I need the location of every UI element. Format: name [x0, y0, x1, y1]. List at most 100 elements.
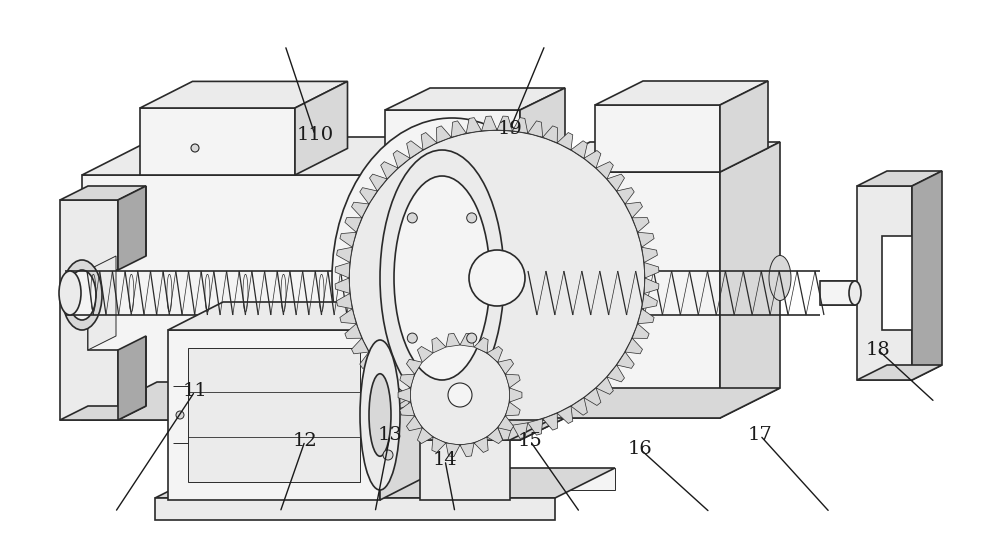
Polygon shape — [512, 117, 528, 133]
Polygon shape — [381, 161, 398, 179]
Text: 110: 110 — [296, 126, 334, 144]
Polygon shape — [140, 108, 295, 175]
Circle shape — [349, 130, 645, 426]
Ellipse shape — [849, 281, 861, 305]
Polygon shape — [420, 440, 510, 500]
Polygon shape — [446, 333, 460, 347]
Polygon shape — [420, 420, 550, 440]
Polygon shape — [417, 347, 433, 362]
Polygon shape — [460, 443, 474, 457]
Polygon shape — [421, 133, 437, 150]
Polygon shape — [345, 324, 362, 338]
Polygon shape — [509, 388, 522, 402]
Polygon shape — [557, 133, 573, 150]
Polygon shape — [82, 382, 455, 420]
Polygon shape — [857, 186, 912, 380]
Text: 12: 12 — [293, 432, 317, 450]
Polygon shape — [642, 294, 657, 309]
Polygon shape — [360, 352, 377, 369]
Polygon shape — [474, 338, 488, 353]
Polygon shape — [337, 247, 352, 262]
Ellipse shape — [380, 150, 504, 406]
Text: 11: 11 — [183, 382, 207, 400]
Polygon shape — [617, 352, 634, 369]
Polygon shape — [370, 174, 387, 191]
Polygon shape — [466, 117, 482, 133]
Polygon shape — [60, 406, 146, 420]
Polygon shape — [398, 388, 411, 402]
Polygon shape — [340, 309, 356, 324]
Polygon shape — [482, 425, 497, 440]
Ellipse shape — [394, 176, 490, 380]
Ellipse shape — [516, 267, 544, 319]
Ellipse shape — [59, 271, 81, 315]
Polygon shape — [295, 82, 348, 175]
Polygon shape — [720, 142, 780, 418]
Polygon shape — [155, 468, 615, 498]
Ellipse shape — [68, 270, 96, 320]
Polygon shape — [607, 174, 624, 191]
Polygon shape — [466, 423, 482, 439]
Polygon shape — [82, 137, 455, 175]
Polygon shape — [215, 468, 615, 490]
Polygon shape — [530, 172, 720, 418]
Polygon shape — [451, 419, 466, 435]
Polygon shape — [625, 338, 642, 354]
Polygon shape — [617, 188, 634, 204]
Polygon shape — [505, 402, 520, 416]
Polygon shape — [60, 186, 146, 200]
Polygon shape — [421, 406, 437, 424]
Polygon shape — [557, 406, 573, 424]
Polygon shape — [487, 347, 503, 362]
Polygon shape — [498, 359, 514, 374]
Circle shape — [383, 450, 393, 460]
Polygon shape — [407, 141, 423, 158]
Ellipse shape — [62, 260, 102, 330]
Polygon shape — [497, 425, 512, 440]
Ellipse shape — [441, 251, 469, 301]
Polygon shape — [370, 365, 387, 382]
Ellipse shape — [360, 340, 400, 490]
Polygon shape — [642, 247, 657, 262]
Polygon shape — [487, 428, 503, 444]
Polygon shape — [380, 302, 435, 500]
Circle shape — [467, 213, 477, 223]
Polygon shape — [385, 110, 520, 440]
Polygon shape — [437, 126, 451, 143]
Polygon shape — [118, 336, 146, 420]
Polygon shape — [512, 423, 528, 439]
Text: 15: 15 — [518, 432, 542, 450]
Polygon shape — [335, 278, 350, 294]
Polygon shape — [644, 278, 659, 294]
Polygon shape — [337, 294, 352, 309]
Polygon shape — [460, 333, 474, 347]
Text: 13: 13 — [378, 426, 402, 444]
Polygon shape — [345, 218, 362, 233]
Text: 16: 16 — [628, 440, 652, 458]
Polygon shape — [352, 202, 369, 218]
Polygon shape — [400, 402, 415, 416]
Polygon shape — [857, 365, 942, 380]
Polygon shape — [474, 437, 488, 452]
Circle shape — [410, 345, 510, 445]
Polygon shape — [437, 413, 451, 430]
Polygon shape — [632, 218, 649, 233]
Polygon shape — [543, 413, 557, 430]
Polygon shape — [446, 443, 460, 457]
Polygon shape — [528, 121, 543, 137]
Polygon shape — [498, 416, 514, 431]
Polygon shape — [596, 161, 613, 179]
Polygon shape — [820, 281, 855, 305]
Polygon shape — [352, 338, 369, 354]
Polygon shape — [912, 171, 942, 380]
Polygon shape — [335, 262, 350, 278]
Polygon shape — [720, 81, 768, 172]
Polygon shape — [385, 418, 565, 440]
Polygon shape — [155, 498, 555, 520]
Text: 17: 17 — [748, 426, 772, 444]
Circle shape — [448, 383, 472, 407]
Polygon shape — [432, 338, 446, 353]
Circle shape — [364, 411, 372, 419]
Polygon shape — [584, 150, 601, 168]
Polygon shape — [625, 202, 642, 218]
